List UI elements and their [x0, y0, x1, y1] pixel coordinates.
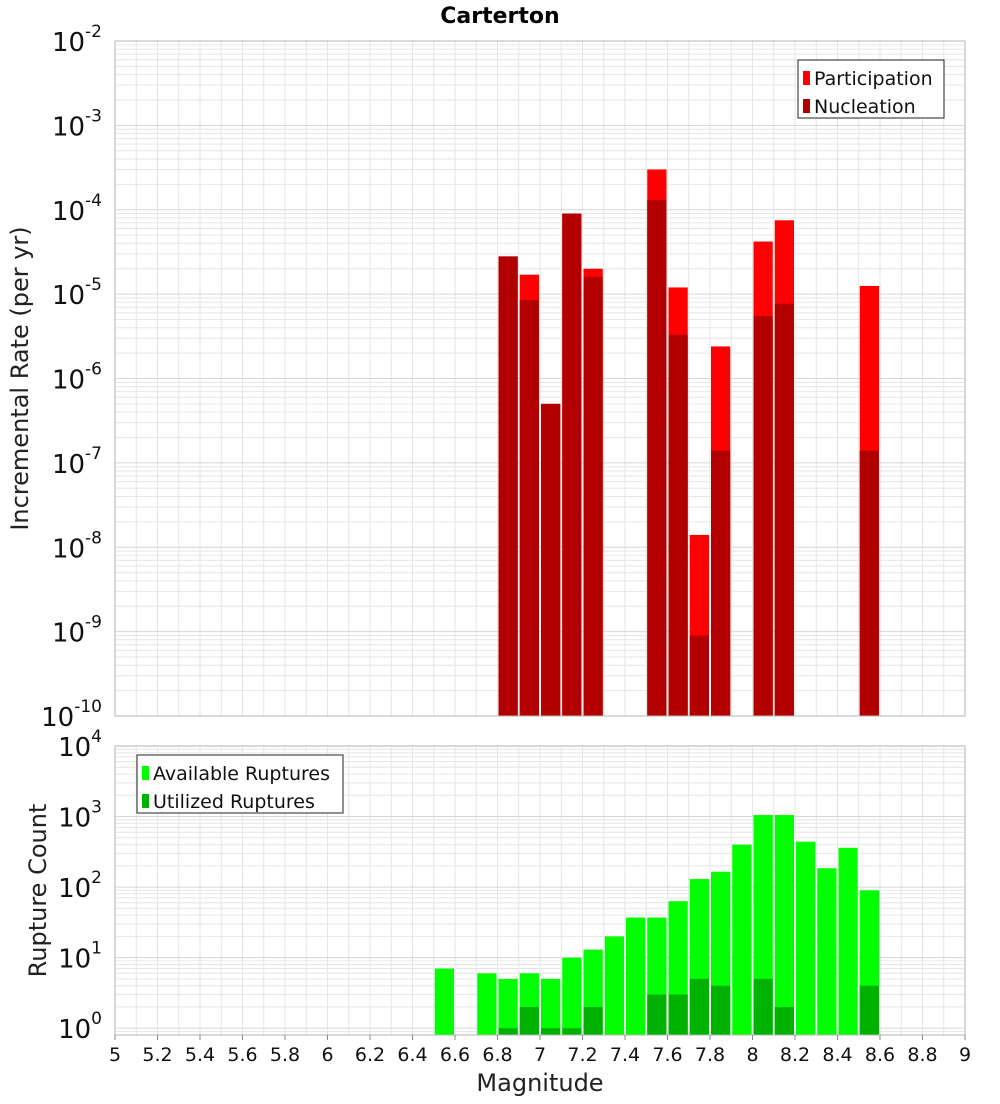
legend-swatch — [142, 766, 149, 780]
y-tick-label: 100 — [58, 1009, 102, 1045]
y-tick-label: 10-3 — [52, 106, 102, 142]
bar — [541, 403, 561, 716]
x-tick-label: 5.8 — [270, 1044, 300, 1066]
bar — [434, 968, 454, 1035]
bar — [604, 936, 624, 1035]
y-tick-label: 10-9 — [52, 613, 102, 649]
legend-label: Available Ruptures — [153, 763, 330, 785]
x-tick-label: 7.6 — [652, 1044, 682, 1066]
x-tick-label: 6.6 — [440, 1044, 470, 1066]
bar — [498, 1028, 518, 1035]
bar — [541, 978, 561, 1035]
bar — [562, 957, 582, 1035]
bar — [796, 841, 816, 1035]
y-tick-label: 10-7 — [52, 444, 102, 480]
x-tick-label: 5.4 — [185, 1044, 215, 1066]
y-tick-label: 10-4 — [52, 191, 102, 227]
top-frame — [114, 40, 966, 717]
bottom-panel: 100 101 102 103 104 Rupture Count Available Ru… — [24, 727, 971, 1066]
y-tick-label: 10-10 — [41, 697, 102, 733]
y-tick-label: 10-8 — [52, 528, 102, 564]
bar — [689, 635, 709, 716]
legend-label: Participation — [814, 68, 933, 90]
bottom-legend: Available Ruptures Utilized Ruptures — [136, 754, 344, 814]
top-grid — [114, 41, 966, 717]
bar — [519, 1006, 539, 1035]
x-tick-label: 8.8 — [907, 1044, 937, 1066]
y-tick-label: 10-2 — [52, 22, 102, 58]
y-tick-label: 102 — [58, 868, 102, 904]
bar — [753, 978, 773, 1035]
bar — [774, 815, 794, 1035]
x-tick-label: 9 — [959, 1044, 971, 1066]
top-y-axis-title: Incremental Rate (per yr) — [6, 226, 34, 530]
bar — [859, 985, 879, 1035]
top-legend: Participation Nucleation — [797, 59, 945, 119]
x-axis-title: Magnitude — [476, 1069, 603, 1097]
x-tick-label: 5.6 — [227, 1044, 257, 1066]
y-tick-label: 10-6 — [52, 360, 102, 396]
legend-box — [797, 59, 945, 119]
bar — [583, 1006, 603, 1035]
x-tick-label: 6.8 — [482, 1044, 512, 1066]
top-y-ticks: 10-10 10-9 10-8 10-7 10-6 10-5 10-4 10-3 10-2 — [41, 22, 102, 733]
bar — [689, 978, 709, 1035]
legend-box — [136, 754, 344, 814]
bar — [647, 200, 667, 716]
x-tick-label: 7.2 — [567, 1044, 597, 1066]
y-tick-label: 104 — [58, 727, 102, 763]
bar — [541, 1028, 561, 1035]
x-tick-label: 8.2 — [780, 1044, 810, 1066]
x-ticks: 5 5.2 5.4 5.6 5.8 6 6.2 6.4 6.6 6.8 7 7.2 7.4 7.6 7.8 8… — [109, 1035, 971, 1066]
y-tick-label: 10-5 — [52, 275, 102, 311]
bar — [711, 450, 731, 716]
x-tick-label: 7.4 — [610, 1044, 640, 1066]
bar — [626, 917, 646, 1035]
legend-swatch — [142, 794, 149, 808]
bottom-y-axis-title: Rupture Count — [24, 804, 52, 978]
bar — [583, 276, 603, 716]
bar — [668, 334, 688, 716]
bar — [838, 847, 858, 1035]
bar — [498, 256, 518, 716]
bottom-series-front — [498, 978, 879, 1035]
x-tick-label: 7 — [534, 1044, 546, 1066]
legend-swatch — [803, 71, 810, 85]
bar — [562, 213, 582, 717]
bar — [753, 316, 773, 716]
bar — [774, 303, 794, 716]
x-tick-label: 8.6 — [865, 1044, 895, 1066]
x-tick-label: 5.2 — [142, 1044, 172, 1066]
bar — [647, 994, 667, 1035]
legend-swatch — [803, 99, 810, 113]
bar — [477, 973, 497, 1035]
bottom-y-ticks: 100 101 102 103 104 — [58, 727, 102, 1045]
x-tick-label: 7.8 — [695, 1044, 725, 1066]
x-tick-label: 6.4 — [397, 1044, 427, 1066]
chart-title: Carterton — [440, 4, 559, 29]
x-tick-label: 6.2 — [355, 1044, 385, 1066]
top-series-front — [498, 200, 879, 717]
x-tick-label: 6 — [321, 1044, 333, 1066]
bar — [519, 300, 539, 716]
bar — [859, 450, 879, 716]
bar — [711, 985, 731, 1035]
bar — [732, 844, 752, 1035]
bar — [817, 868, 837, 1035]
x-tick-label: 8 — [746, 1044, 758, 1066]
bar — [498, 978, 518, 1035]
y-tick-label: 103 — [58, 798, 102, 834]
x-tick-label: 5 — [109, 1044, 121, 1066]
legend-label: Utilized Ruptures — [153, 791, 315, 813]
bar — [774, 1006, 794, 1035]
x-tick-label: 8.4 — [822, 1044, 852, 1066]
y-tick-label: 101 — [58, 939, 102, 975]
bar — [562, 1028, 582, 1035]
bar — [668, 994, 688, 1035]
top-panel: 10-10 10-9 10-8 10-7 10-6 10-5 10-4 10-3 10-2 Inc… — [6, 22, 966, 733]
legend-label: Nucleation — [814, 96, 916, 118]
